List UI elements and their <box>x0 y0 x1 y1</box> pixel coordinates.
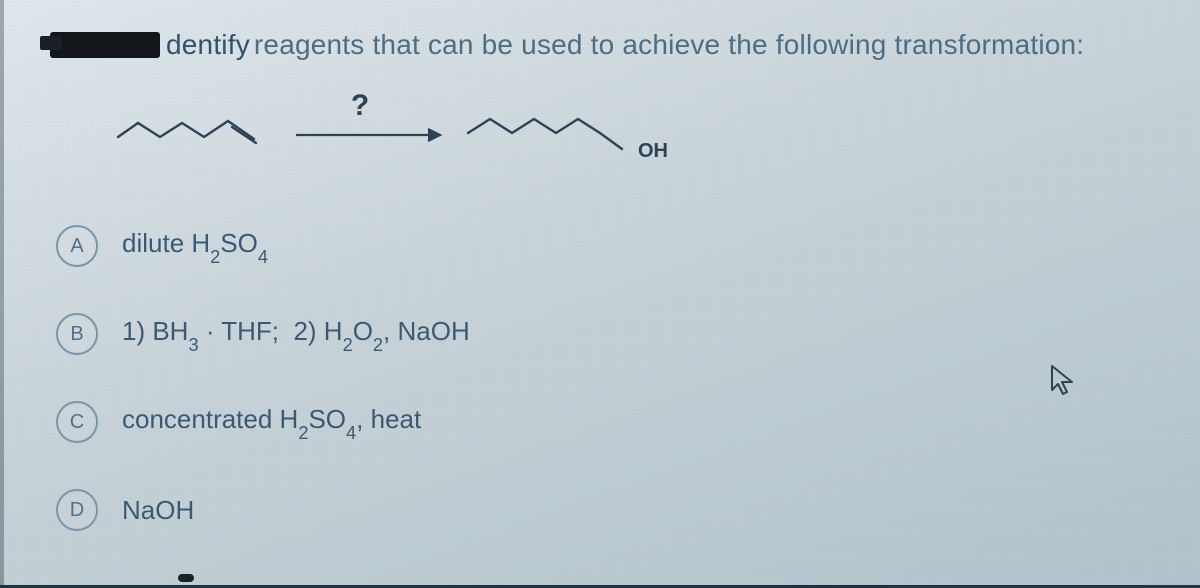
option-bubble[interactable]: C <box>56 401 98 443</box>
option-text: dilute H2SO4 <box>122 228 268 263</box>
option-a[interactable]: A dilute H2SO4 <box>56 225 1160 267</box>
option-text: NaOH <box>122 495 194 526</box>
reaction-diagram: ? OH <box>108 89 1160 179</box>
arrow-label: ? <box>351 89 369 122</box>
option-c[interactable]: C concentrated H2SO4, heat <box>56 401 1160 443</box>
bottom-dot <box>178 574 194 582</box>
question-prompt: dentify reagents that can be used to ach… <box>50 28 1160 61</box>
prompt-word1: dentify <box>166 29 250 61</box>
frame-left <box>0 0 4 588</box>
reaction-svg: ? OH <box>108 89 728 189</box>
redacted-block <box>50 32 160 58</box>
option-b[interactable]: B 1) BH3 · THF; 2) H2O2, NaOH <box>56 313 1160 355</box>
prompt-rest: reagents that can be used to achieve the… <box>254 29 1084 61</box>
option-bubble[interactable]: D <box>56 489 98 531</box>
option-text: concentrated H2SO4, heat <box>122 404 421 439</box>
option-d[interactable]: D NaOH <box>56 489 1160 531</box>
pointer-cursor-icon <box>1048 364 1078 398</box>
option-bubble[interactable]: A <box>56 225 98 267</box>
option-text: 1) BH3 · THF; 2) H2O2, NaOH <box>122 316 470 351</box>
answer-options: A dilute H2SO4 B 1) BH3 · THF; 2) H2O2, … <box>56 225 1160 531</box>
option-bubble[interactable]: B <box>56 313 98 355</box>
product-oh-label: OH <box>638 140 668 162</box>
